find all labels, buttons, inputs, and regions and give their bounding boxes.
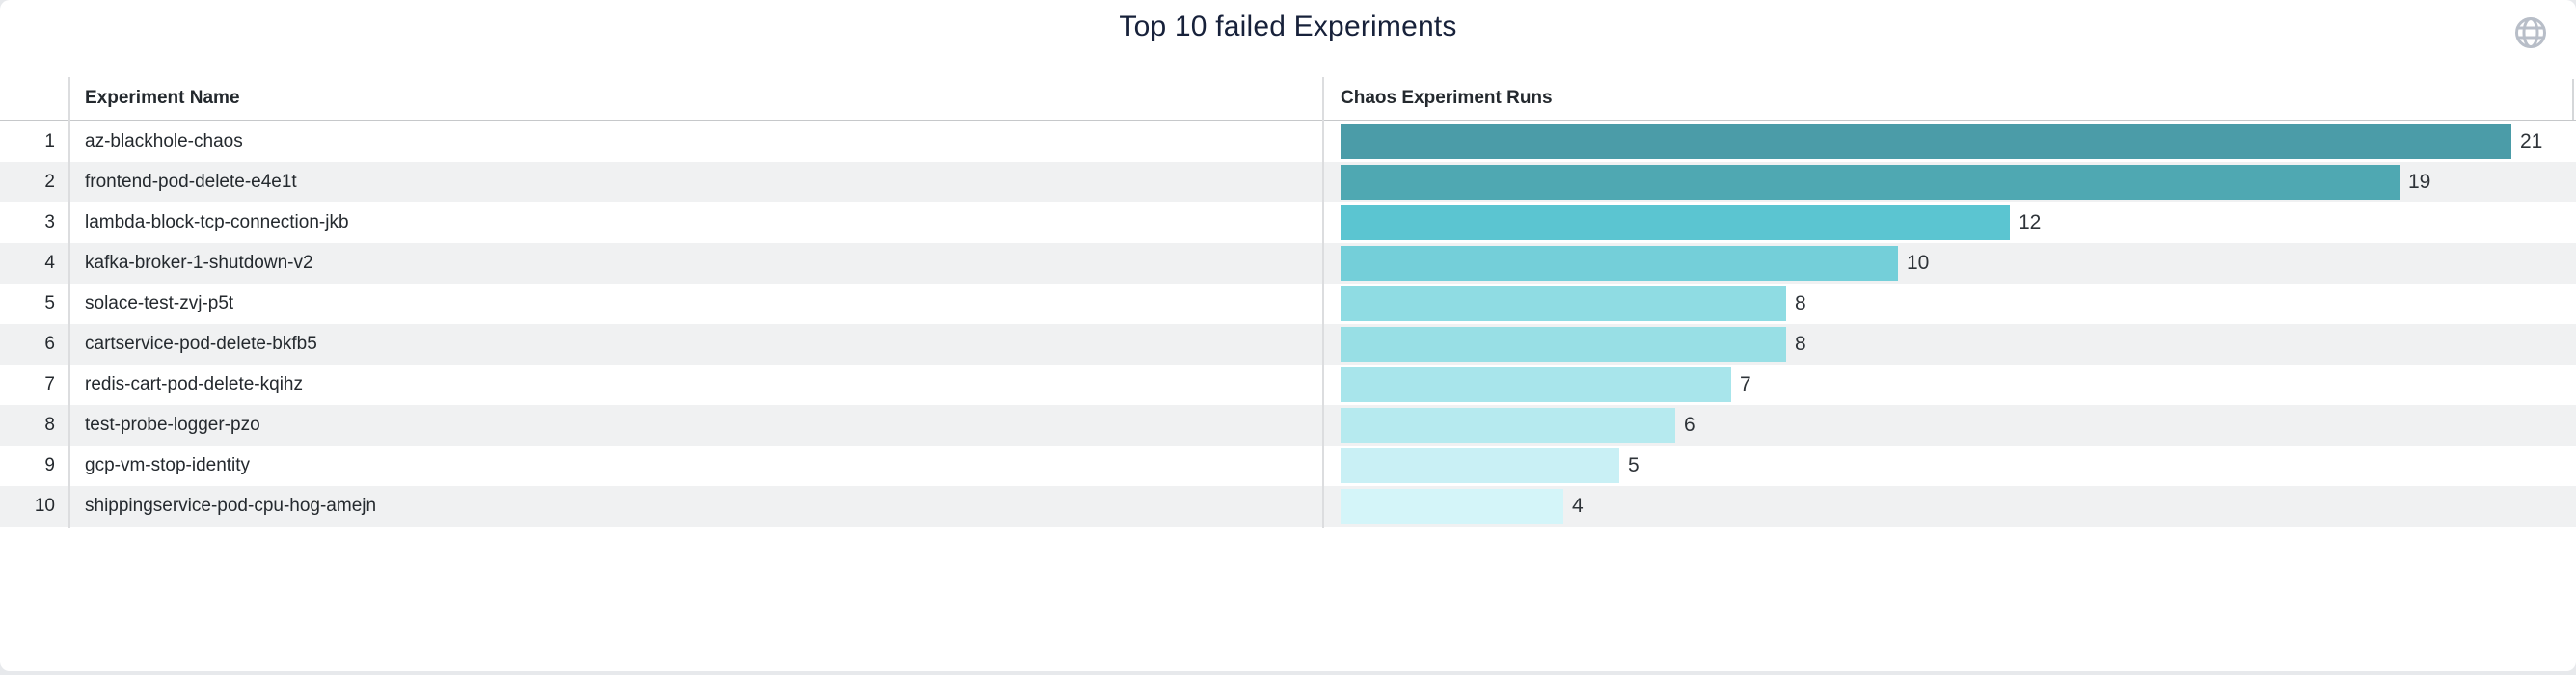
table-row: 7 redis-cart-pod-delete-kqihz 7 xyxy=(0,364,2576,405)
table-row: 5 solace-test-zvj-p5t 8 xyxy=(0,284,2576,324)
row-number: 9 xyxy=(44,455,55,475)
row-number: 2 xyxy=(44,172,55,192)
row-number: 7 xyxy=(44,374,55,394)
experiment-name: gcp-vm-stop-identity xyxy=(85,455,251,475)
table-row: 1 az-blackhole-chaos 21 xyxy=(0,122,2576,162)
row-number: 8 xyxy=(44,415,55,435)
header-right-divider xyxy=(2572,79,2574,120)
runs-value: 12 xyxy=(2019,211,2042,233)
table-row: 3 lambda-block-tcp-connection-jkb 12 xyxy=(0,202,2576,243)
experiment-name: redis-cart-pod-delete-kqihz xyxy=(85,374,303,394)
runs-bar xyxy=(1341,408,1675,443)
runs-bar xyxy=(1341,205,2010,240)
runs-bar-cell: 19 xyxy=(1323,162,2576,202)
runs-value: 6 xyxy=(1684,414,1695,436)
table-row: 8 test-probe-logger-pzo 6 xyxy=(0,405,2576,446)
runs-bar-cell: 6 xyxy=(1323,405,2576,446)
runs-bar-cell: 10 xyxy=(1323,243,2576,284)
runs-value: 4 xyxy=(1572,495,1584,517)
runs-bar xyxy=(1341,489,1563,524)
runs-bar xyxy=(1341,124,2511,159)
runs-bar-cell: 8 xyxy=(1323,324,2576,364)
runs-bar-cell: 5 xyxy=(1323,446,2576,486)
runs-value: 7 xyxy=(1740,373,1751,395)
runs-bar-cell: 4 xyxy=(1323,486,2576,526)
runs-bar xyxy=(1341,286,1786,321)
runs-value: 8 xyxy=(1795,333,1806,355)
row-number: 4 xyxy=(44,253,55,273)
table-row: 10 shippingservice-pod-cpu-hog-amejn 4 xyxy=(0,486,2576,526)
runs-bar-cell: 21 xyxy=(1323,122,2576,162)
table-body: 1 az-blackhole-chaos 21 2 frontend-pod-d… xyxy=(0,122,2576,526)
table-row: 6 cartservice-pod-delete-bkfb5 8 xyxy=(0,324,2576,364)
runs-value: 5 xyxy=(1628,454,1640,476)
row-number: 5 xyxy=(44,293,55,313)
panel-title: Top 10 failed Experiments xyxy=(1119,11,1457,42)
runs-bar-cell: 12 xyxy=(1323,202,2576,243)
runs-bar xyxy=(1341,448,1619,483)
runs-value: 19 xyxy=(2408,171,2431,193)
globe-icon xyxy=(2513,15,2548,50)
runs-bar xyxy=(1341,367,1731,402)
column-divider-right xyxy=(1322,77,1324,528)
runs-bar xyxy=(1341,165,2400,200)
runs-bar-cell: 8 xyxy=(1323,284,2576,324)
runs-value: 10 xyxy=(1907,252,1930,274)
row-number: 1 xyxy=(44,131,55,151)
experiment-name: cartservice-pod-delete-bkfb5 xyxy=(85,334,317,354)
row-number: 6 xyxy=(44,334,55,354)
runs-value: 8 xyxy=(1795,292,1806,314)
experiment-name: shippingservice-pod-cpu-hog-amejn xyxy=(85,496,377,516)
column-header-experiment-name[interactable]: Experiment Name xyxy=(85,88,240,108)
row-number: 3 xyxy=(44,212,55,232)
runs-bar-cell: 7 xyxy=(1323,364,2576,405)
experiment-name: frontend-pod-delete-e4e1t xyxy=(85,172,297,192)
experiment-name: az-blackhole-chaos xyxy=(85,131,243,151)
experiment-name: lambda-block-tcp-connection-jkb xyxy=(85,212,349,232)
runs-value: 21 xyxy=(2520,130,2543,152)
table-header-row: Experiment Name Chaos Experiment Runs xyxy=(0,77,2576,122)
experiment-name: kafka-broker-1-shutdown-v2 xyxy=(85,253,313,273)
experiment-name: solace-test-zvj-p5t xyxy=(85,293,234,313)
table-row: 2 frontend-pod-delete-e4e1t 19 xyxy=(0,162,2576,202)
experiments-table: Experiment Name Chaos Experiment Runs 1 … xyxy=(0,77,2576,526)
table-row: 4 kafka-broker-1-shutdown-v2 10 xyxy=(0,243,2576,284)
table-row: 9 gcp-vm-stop-identity 5 xyxy=(0,446,2576,486)
runs-bar xyxy=(1341,246,1898,281)
row-number: 10 xyxy=(34,496,55,516)
runs-bar xyxy=(1341,327,1786,362)
column-header-chaos-experiment-runs[interactable]: Chaos Experiment Runs xyxy=(1341,88,1553,108)
column-divider-left xyxy=(68,77,70,528)
experiment-name: test-probe-logger-pzo xyxy=(85,415,260,435)
